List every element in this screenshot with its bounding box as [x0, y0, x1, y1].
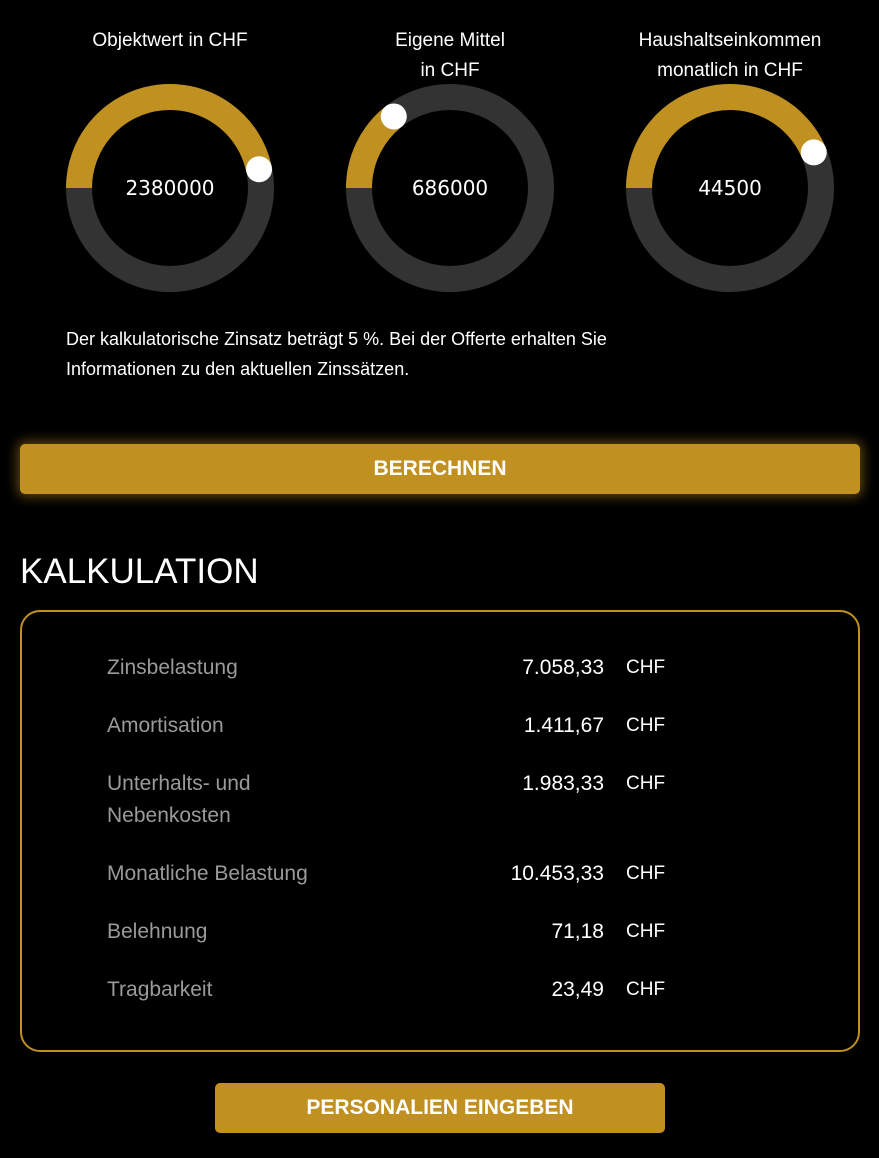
dial-label: Eigene Mittel in CHF [395, 30, 505, 81]
dial-value: 44500 [698, 176, 762, 200]
dial-label: Haushaltseinkommen monatlich in CHF [638, 30, 822, 81]
row-label: Amortisation [107, 714, 224, 737]
dial-fill-arc [66, 84, 272, 189]
calculation-panel: Zinsbelastung 7.058,33 CHF Amortisation … [20, 610, 860, 1052]
berechnen-button[interactable]: BERECHNEN [20, 444, 860, 494]
row-label: Zinsbelastung [107, 656, 238, 679]
dial-value: 2380000 [125, 176, 215, 200]
circular-slider[interactable] [60, 78, 280, 298]
dial-knob-handle[interactable] [800, 139, 827, 166]
row-currency: CHF [626, 921, 666, 942]
section-title: KALKULATION [20, 552, 259, 591]
row-value: 7.058,33 [522, 656, 604, 679]
row-value: 1.983,33 [522, 772, 604, 795]
row-currency: CHF [626, 715, 666, 736]
row-value: 71,18 [551, 920, 604, 943]
row-label: Tragbarkeit [107, 978, 213, 1001]
circular-slider[interactable] [620, 78, 840, 298]
dial-value: 686000 [411, 176, 489, 200]
row-currency: CHF [626, 657, 666, 678]
row-currency: CHF [626, 773, 666, 794]
interest-info-text: Der kalkulatorische Zinsatz beträgt 5 %.… [66, 329, 607, 379]
dial-knob-handle[interactable] [246, 156, 273, 183]
dial-objektwert[interactable]: Objektwert in CHF 2380000 [40, 0, 300, 300]
dial-eigene-mittel[interactable]: Eigene Mittel in CHF 686000 [320, 0, 580, 300]
personalien-eingeben-button[interactable]: PERSONALIEN EINGEBEN [215, 1083, 665, 1133]
dial-haushaltseinkommen[interactable]: Haushaltseinkommen monatlich in CHF 44500 [600, 0, 860, 300]
row-currency: CHF [626, 979, 666, 1000]
row-value: 10.453,33 [510, 862, 604, 885]
row-label: Unterhalts- und Nebenkosten [107, 772, 251, 827]
row-label: Belehnung [107, 920, 208, 943]
row-value: 1.411,67 [523, 714, 604, 737]
circular-slider[interactable] [340, 78, 560, 298]
dial-fill-arc [626, 84, 826, 189]
row-label: Monatliche Belastung [107, 862, 308, 885]
dial-knob-handle[interactable] [380, 103, 407, 130]
dial-label: Objektwert in CHF [92, 30, 248, 51]
row-value: 23,49 [551, 978, 604, 1001]
row-currency: CHF [626, 863, 666, 884]
